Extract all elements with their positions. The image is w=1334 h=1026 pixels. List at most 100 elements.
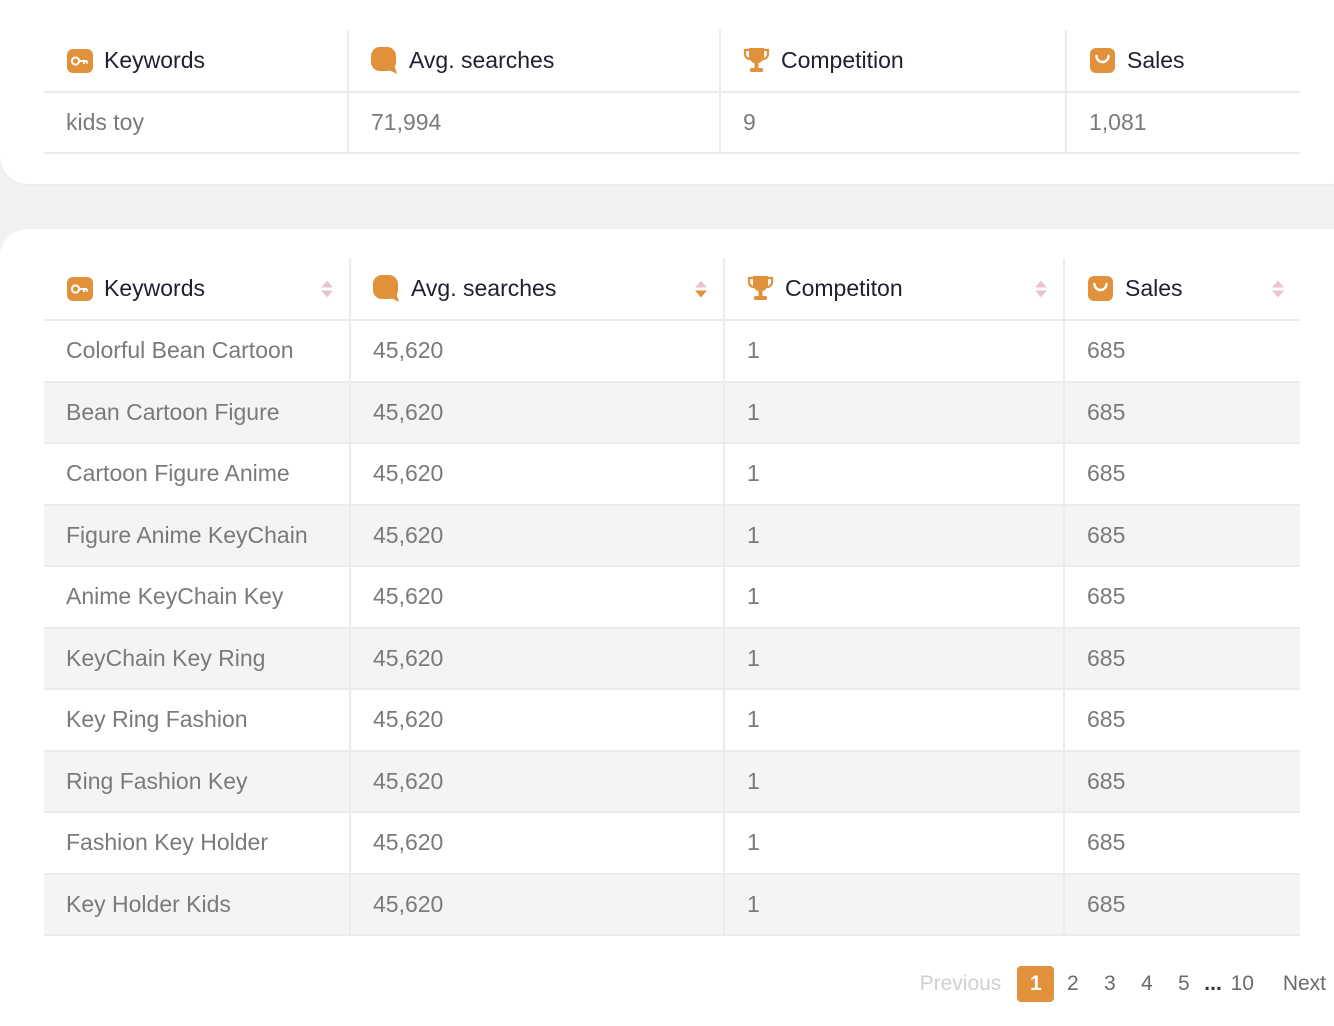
trophy-icon xyxy=(747,275,774,302)
summary-header-label: Keywords xyxy=(104,47,205,73)
results-header-keywords[interactable]: Keywords xyxy=(44,258,350,321)
sort-arrows-icon[interactable] xyxy=(1272,280,1284,297)
keyword-cell[interactable]: Key Holder Kids xyxy=(44,873,350,936)
sales-cell: 685 xyxy=(1063,504,1300,567)
summary-avg-searches: 71,994 xyxy=(347,92,720,154)
page-2-button[interactable]: 2 xyxy=(1066,972,1079,995)
keyword-cell[interactable]: Colorful Bean Cartoon xyxy=(44,320,350,383)
keyword-cell[interactable]: Key Ring Fashion xyxy=(44,689,350,752)
sort-arrows-icon[interactable] xyxy=(1035,280,1047,297)
summary-header-row: Keywords Avg. searches xyxy=(44,30,1300,93)
trophy-icon xyxy=(743,47,770,74)
table-row: Colorful Bean Cartoon 45,620 1 685 xyxy=(44,320,1300,383)
results-header-label: Competiton xyxy=(785,275,903,301)
summary-header-label: Avg. searches xyxy=(409,47,555,73)
results-body: Colorful Bean Cartoon 45,620 1 685 Bean Cart… xyxy=(44,320,1300,936)
results-header-label: Avg. searches xyxy=(411,275,557,301)
key-icon xyxy=(66,275,93,302)
summary-header-competition: Competition xyxy=(719,30,1066,93)
competition-cell: 1 xyxy=(723,689,1064,752)
avg-searches-cell: 45,620 xyxy=(349,381,724,444)
avg-searches-cell: 45,620 xyxy=(349,812,724,875)
results-table: Keywords Avg. searches xyxy=(44,258,1300,936)
sales-cell: 685 xyxy=(1063,381,1300,444)
table-row: Anime KeyChain Key 45,620 1 685 xyxy=(44,566,1300,629)
summary-header-keywords: Keywords xyxy=(44,30,348,93)
table-row: Cartoon Figure Anime 45,620 1 685 xyxy=(44,443,1300,506)
sales-cell: 685 xyxy=(1063,812,1300,875)
avg-searches-cell: 45,620 xyxy=(349,750,724,813)
key-icon xyxy=(66,47,93,74)
pagination: Previous 1 2 3 4 5 ... 10 Next xyxy=(920,966,1326,1002)
summary-header-avg-searches: Avg. searches xyxy=(347,30,720,93)
keyword-cell[interactable]: Ring Fashion Key xyxy=(44,750,350,813)
sales-cell: 685 xyxy=(1063,566,1300,629)
page-10-button[interactable]: 10 xyxy=(1230,972,1254,995)
summary-table: Keywords Avg. searches xyxy=(44,30,1300,154)
avg-searches-cell: 45,620 xyxy=(349,504,724,567)
keyword-cell[interactable]: KeyChain Key Ring xyxy=(44,627,350,690)
results-header-label: Keywords xyxy=(104,275,205,301)
sales-cell: 685 xyxy=(1063,873,1300,936)
sales-cell: 685 xyxy=(1063,750,1300,813)
avg-searches-cell: 45,620 xyxy=(349,689,724,752)
keyword-cell[interactable]: Cartoon Figure Anime xyxy=(44,443,350,506)
keyword-cell[interactable]: Figure Anime KeyChain xyxy=(44,504,350,567)
competition-cell: 1 xyxy=(723,627,1064,690)
search-icon xyxy=(373,275,400,302)
table-row: KeyChain Key Ring 45,620 1 685 xyxy=(44,627,1300,690)
keyword-cell[interactable]: Bean Cartoon Figure xyxy=(44,381,350,444)
results-header-sales[interactable]: Sales xyxy=(1063,258,1300,321)
sales-cell: 685 xyxy=(1063,320,1300,383)
sales-cell: 685 xyxy=(1063,627,1300,690)
summary-header-sales: Sales xyxy=(1065,30,1300,93)
avg-searches-cell: 45,620 xyxy=(349,443,724,506)
table-row: Ring Fashion Key 45,620 1 685 xyxy=(44,750,1300,813)
summary-row: kids toy 71,994 9 1,081 xyxy=(44,92,1300,154)
results-header-avg-searches[interactable]: Avg. searches xyxy=(349,258,724,321)
results-header-label: Sales xyxy=(1125,275,1183,301)
page-4-button[interactable]: 4 xyxy=(1140,972,1153,995)
page-3-button[interactable]: 3 xyxy=(1103,972,1116,995)
search-icon xyxy=(371,47,398,74)
competition-cell: 1 xyxy=(723,443,1064,506)
table-row: Key Holder Kids 45,620 1 685 xyxy=(44,873,1300,936)
sort-arrows-icon[interactable] xyxy=(321,280,333,297)
sales-cell: 685 xyxy=(1063,689,1300,752)
table-row: Figure Anime KeyChain 45,620 1 685 xyxy=(44,504,1300,567)
competition-cell: 1 xyxy=(723,504,1064,567)
summary-header-label: Sales xyxy=(1127,47,1185,73)
summary-keyword: kids toy xyxy=(44,92,348,154)
page-1-button[interactable]: 1 xyxy=(1017,966,1055,1002)
competition-cell: 1 xyxy=(723,750,1064,813)
previous-page-button[interactable]: Previous xyxy=(919,972,1002,995)
table-row: Fashion Key Holder 45,620 1 685 xyxy=(44,812,1300,875)
avg-searches-cell: 45,620 xyxy=(349,320,724,383)
summary-header-label: Competition xyxy=(781,47,904,73)
table-row: Bean Cartoon Figure 45,620 1 685 xyxy=(44,381,1300,444)
results-header-row: Keywords Avg. searches xyxy=(44,258,1300,321)
avg-searches-cell: 45,620 xyxy=(349,627,724,690)
summary-card: Keywords Avg. searches xyxy=(0,0,1334,184)
avg-searches-cell: 45,620 xyxy=(349,873,724,936)
avg-searches-cell: 45,620 xyxy=(349,566,724,629)
competition-cell: 1 xyxy=(723,873,1064,936)
results-card: Keywords Avg. searches xyxy=(0,229,1334,1026)
competition-cell: 1 xyxy=(723,812,1064,875)
pagination-ellipsis: ... xyxy=(1204,972,1222,995)
summary-competition: 9 xyxy=(719,92,1066,154)
competition-cell: 1 xyxy=(723,381,1064,444)
sort-arrows-icon[interactable] xyxy=(695,280,707,297)
shopping-bag-icon xyxy=(1089,47,1116,74)
keyword-cell[interactable]: Anime KeyChain Key xyxy=(44,566,350,629)
page-5-button[interactable]: 5 xyxy=(1177,972,1190,995)
shopping-bag-icon xyxy=(1087,275,1114,302)
competition-cell: 1 xyxy=(723,566,1064,629)
summary-sales: 1,081 xyxy=(1065,92,1300,154)
competition-cell: 1 xyxy=(723,320,1064,383)
sales-cell: 685 xyxy=(1063,443,1300,506)
next-page-button[interactable]: Next xyxy=(1282,972,1326,995)
table-row: Key Ring Fashion 45,620 1 685 xyxy=(44,689,1300,752)
keyword-cell[interactable]: Fashion Key Holder xyxy=(44,812,350,875)
results-header-competition[interactable]: Competiton xyxy=(723,258,1064,321)
